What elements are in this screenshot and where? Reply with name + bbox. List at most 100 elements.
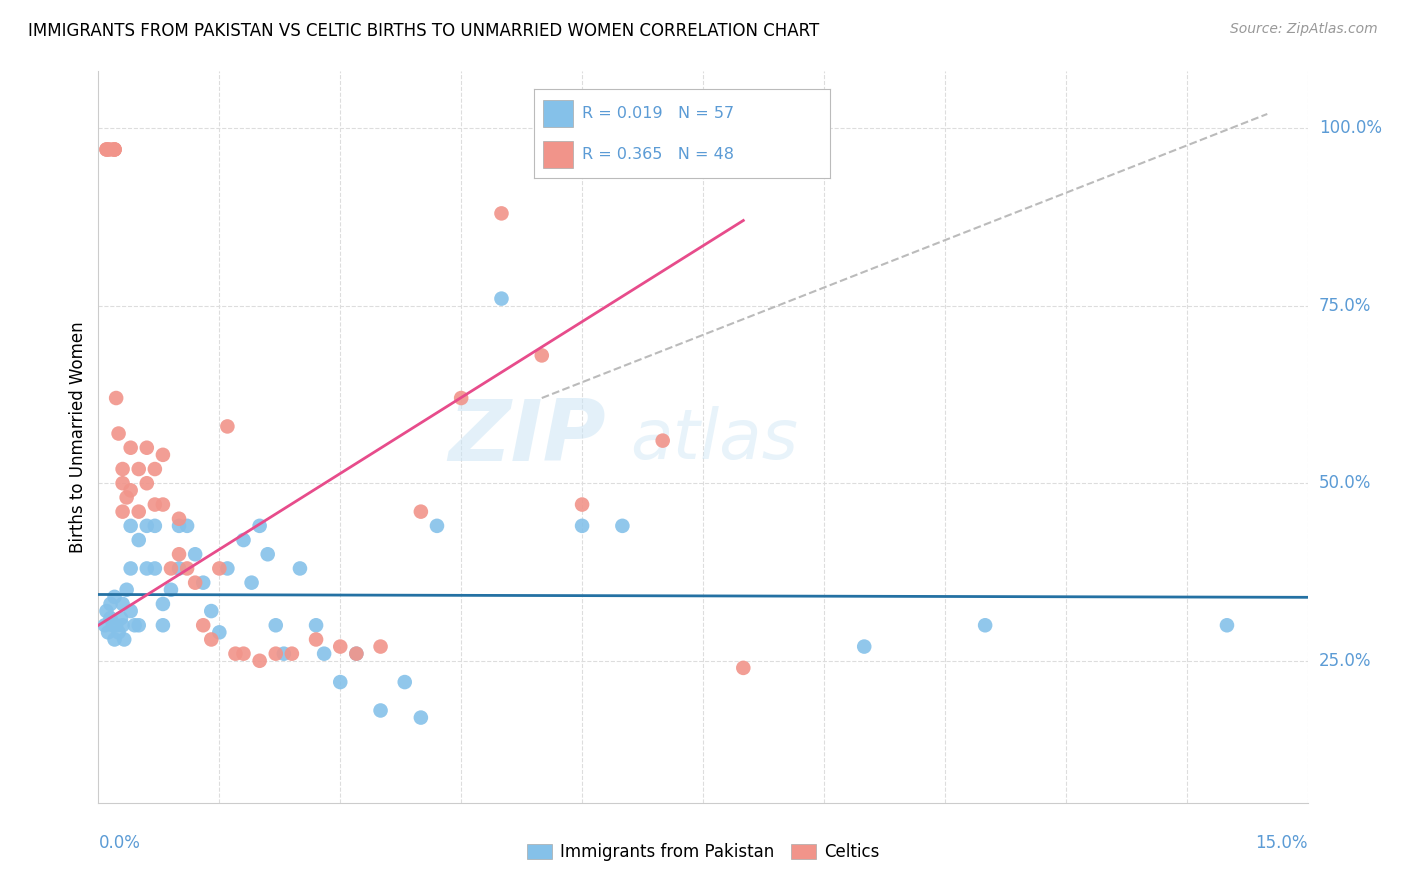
Point [103, 143, 125, 157]
Text: 50.0%: 50.0% [1319, 475, 1371, 492]
Point [105, 618, 128, 632]
Point [120, 604, 142, 618]
Point [329, 675, 352, 690]
Point [208, 625, 231, 640]
Point [409, 505, 432, 519]
Point [232, 533, 254, 547]
Point [100, 143, 122, 157]
Point [256, 547, 278, 561]
Point [200, 632, 222, 647]
Point [305, 632, 328, 647]
Point [184, 547, 207, 561]
Point [1216, 618, 1239, 632]
Text: 15.0%: 15.0% [1256, 834, 1308, 852]
Point [128, 462, 150, 476]
Point [329, 640, 352, 654]
Point [249, 519, 271, 533]
Point [491, 206, 513, 220]
Point [135, 519, 157, 533]
Text: 25.0%: 25.0% [1319, 652, 1371, 670]
Point [344, 647, 367, 661]
Point [167, 561, 190, 575]
Point [100, 611, 122, 625]
Point [152, 448, 174, 462]
Point [96, 143, 118, 157]
Point [224, 647, 246, 661]
Point [111, 462, 134, 476]
Point [143, 519, 166, 533]
Point [167, 519, 190, 533]
Text: IMMIGRANTS FROM PAKISTAN VS CELTIC BIRTHS TO UNMARRIED WOMEN CORRELATION CHART: IMMIGRANTS FROM PAKISTAN VS CELTIC BIRTH… [28, 22, 820, 40]
Point [167, 547, 190, 561]
Point [232, 647, 254, 661]
Point [115, 582, 138, 597]
Point [96, 604, 118, 618]
Point [103, 143, 125, 157]
Point [249, 654, 271, 668]
Point [128, 618, 150, 632]
Point [193, 575, 215, 590]
Point [974, 618, 997, 632]
Point [160, 582, 183, 597]
Point [217, 561, 239, 575]
Point [111, 476, 134, 491]
Point [111, 618, 134, 632]
Point [651, 434, 673, 448]
Point [208, 561, 231, 575]
Bar [543, 100, 572, 127]
Point [112, 632, 135, 647]
Point [120, 483, 142, 498]
Point [530, 348, 553, 362]
Point [120, 441, 142, 455]
Point [193, 618, 215, 632]
Point [176, 519, 198, 533]
Point [107, 625, 129, 640]
Point [115, 491, 138, 505]
Point [160, 561, 183, 575]
Point [143, 498, 166, 512]
Point [101, 618, 124, 632]
Point [97, 625, 120, 640]
Point [217, 419, 239, 434]
Point [135, 441, 157, 455]
Text: R = 0.365   N = 48: R = 0.365 N = 48 [582, 147, 734, 161]
Point [152, 618, 174, 632]
Point [370, 640, 392, 654]
Point [152, 597, 174, 611]
Point [264, 618, 287, 632]
Point [103, 590, 125, 604]
Point [97, 143, 120, 157]
Text: Source: ZipAtlas.com: Source: ZipAtlas.com [1230, 22, 1378, 37]
Text: 0.0%: 0.0% [98, 834, 141, 852]
Bar [543, 141, 572, 168]
Point [426, 519, 449, 533]
Legend: Immigrants from Pakistan, Celtics: Immigrants from Pakistan, Celtics [520, 837, 886, 868]
Point [450, 391, 472, 405]
Point [853, 640, 876, 654]
Point [120, 519, 142, 533]
Point [491, 292, 513, 306]
Point [152, 498, 174, 512]
Point [281, 647, 304, 661]
Point [394, 675, 416, 690]
Point [264, 647, 287, 661]
Point [120, 561, 142, 575]
Point [409, 710, 432, 724]
Text: R = 0.019   N = 57: R = 0.019 N = 57 [582, 106, 734, 120]
Y-axis label: Births to Unmarried Women: Births to Unmarried Women [69, 321, 87, 553]
Point [571, 498, 593, 512]
Text: 75.0%: 75.0% [1319, 297, 1371, 315]
Text: atlas: atlas [630, 406, 799, 473]
Point [167, 512, 190, 526]
Point [288, 561, 311, 575]
Point [314, 647, 336, 661]
Point [103, 143, 125, 157]
Point [733, 661, 755, 675]
Point [96, 143, 118, 157]
Point [111, 505, 134, 519]
Point [571, 519, 593, 533]
Point [176, 561, 198, 575]
Point [240, 575, 263, 590]
Point [200, 604, 222, 618]
Text: 100.0%: 100.0% [1319, 120, 1382, 137]
